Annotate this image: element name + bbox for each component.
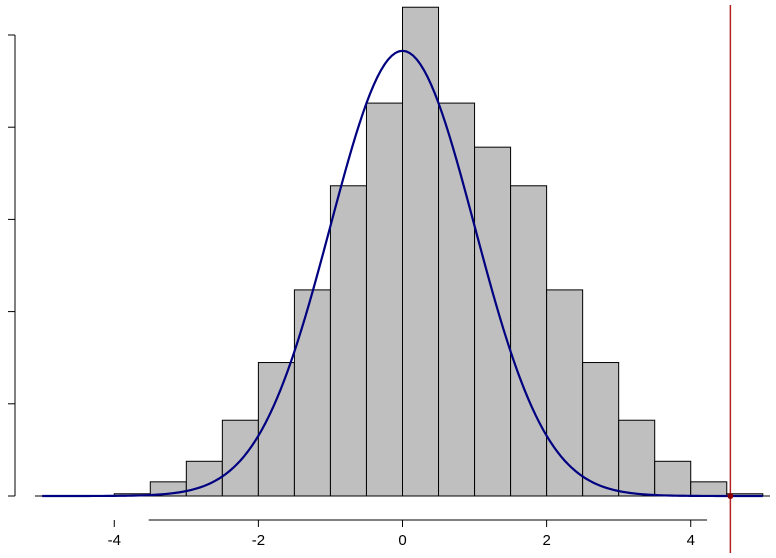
histogram-bar xyxy=(222,420,258,496)
histogram-bar xyxy=(655,461,691,496)
histogram-bar xyxy=(619,420,655,496)
histogram-bar xyxy=(258,363,294,496)
histogram-bar xyxy=(691,482,727,496)
histogram-density-chart: -4 -2 0 2 4 xyxy=(0,0,776,558)
x-axis-label: 4 xyxy=(687,532,695,549)
histogram-bar xyxy=(403,7,439,496)
histogram-bar xyxy=(511,186,547,496)
x-axis-label: 2 xyxy=(542,532,550,549)
histogram-bar xyxy=(330,186,366,496)
x-axis-label: -4 xyxy=(108,532,121,549)
histogram-bar xyxy=(583,363,619,496)
histogram-bar xyxy=(547,290,583,496)
reference-marker xyxy=(727,493,733,499)
histogram-bar xyxy=(294,290,330,496)
histogram-bar xyxy=(475,147,511,496)
x-axis-label: 0 xyxy=(398,532,406,549)
histogram-bar xyxy=(366,103,402,496)
x-axis-label: -2 xyxy=(252,532,265,549)
